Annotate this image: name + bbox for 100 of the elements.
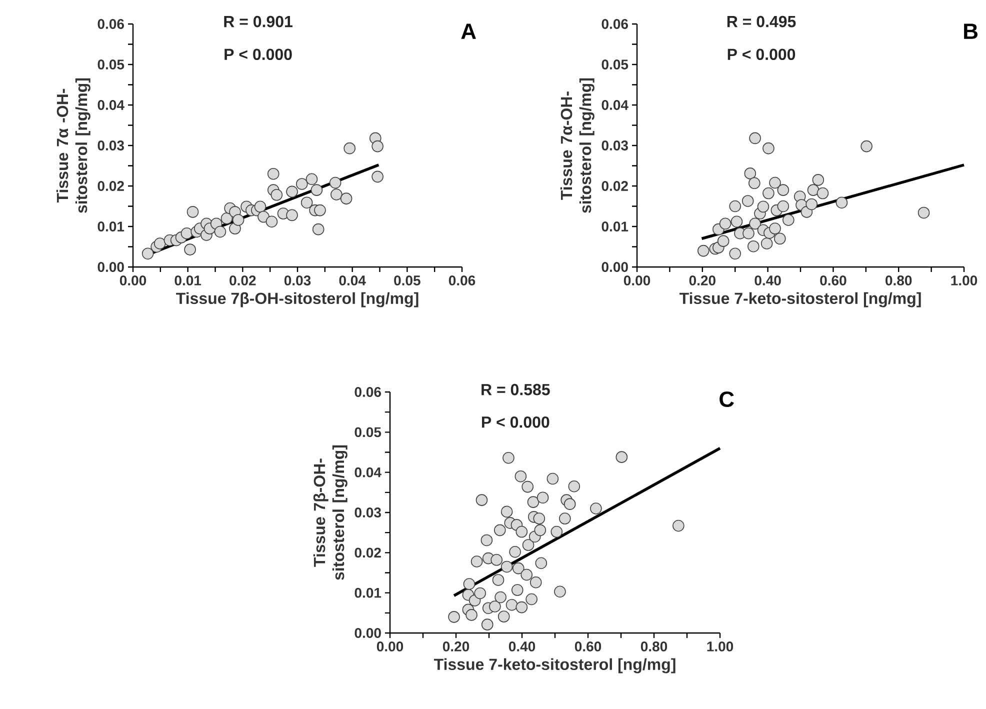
x-tick-label: 0.80 bbox=[640, 642, 668, 652]
y-tick-label: 0.04 bbox=[354, 467, 382, 478]
annotation: R = 0.585 bbox=[482, 384, 550, 396]
y-tick-label: 0.01 bbox=[354, 588, 382, 598]
y-tick-label: 0.00 bbox=[354, 628, 381, 638]
annotation: R = 0.495 bbox=[727, 16, 796, 28]
point bbox=[860, 140, 872, 152]
y-tick-label: 0.02 bbox=[98, 181, 124, 191]
point bbox=[762, 187, 774, 200]
point bbox=[749, 218, 761, 230]
x-tick-label: 0.01 bbox=[174, 276, 202, 286]
point bbox=[777, 184, 790, 196]
point bbox=[806, 198, 818, 210]
x-tick-label: 0.04 bbox=[339, 276, 366, 286]
x-axis-title: Tissue 7-keto-sitosterol [ng/mg] bbox=[679, 292, 921, 308]
point bbox=[748, 177, 760, 190]
point bbox=[729, 200, 742, 212]
x-tick-label: 1.00 bbox=[951, 276, 978, 286]
y-tick-label: 0.06 bbox=[98, 19, 124, 29]
point bbox=[719, 218, 732, 230]
point bbox=[697, 244, 710, 257]
point bbox=[717, 235, 730, 247]
chart-title: A bbox=[461, 24, 476, 39]
point bbox=[514, 470, 527, 482]
x-tick-label: 0.06 bbox=[448, 276, 476, 286]
annotation: P < 0.000 bbox=[482, 416, 550, 428]
point bbox=[448, 611, 460, 623]
point bbox=[492, 574, 504, 586]
y-axis-title: Tissue 7α -OH-sitosterol [ng/mg] bbox=[56, 78, 90, 213]
y-tick-label: 0.03 bbox=[98, 140, 124, 150]
y-tick-label: 0.05 bbox=[354, 427, 382, 438]
point bbox=[330, 188, 342, 200]
point bbox=[344, 142, 356, 154]
point bbox=[512, 562, 524, 574]
x-axis-title: Tissue 7β-OH-sitosterol [ng/mg] bbox=[176, 292, 418, 308]
point bbox=[476, 494, 488, 506]
point bbox=[757, 200, 770, 213]
y-tick-label: 0.01 bbox=[98, 222, 124, 232]
x-tick-label: 1.00 bbox=[707, 642, 734, 652]
point bbox=[232, 214, 244, 226]
y-tick-label: 0.03 bbox=[602, 140, 628, 150]
point bbox=[516, 526, 528, 538]
point bbox=[267, 168, 280, 180]
point bbox=[559, 512, 571, 524]
point bbox=[340, 192, 352, 204]
point bbox=[312, 223, 324, 236]
point bbox=[782, 214, 794, 226]
point bbox=[590, 502, 602, 514]
point bbox=[550, 526, 563, 538]
point bbox=[530, 576, 542, 588]
point bbox=[372, 170, 384, 183]
point bbox=[372, 140, 384, 152]
point bbox=[807, 184, 820, 196]
y-tick-label: 0.04 bbox=[602, 100, 628, 110]
point bbox=[474, 587, 486, 600]
y-tick-label: 0.04 bbox=[98, 100, 124, 110]
point bbox=[310, 184, 323, 196]
y-tick-label: 0.03 bbox=[354, 508, 381, 518]
y-tick-label: 0.00 bbox=[602, 262, 628, 272]
point bbox=[296, 178, 308, 190]
x-tick-label: 0.00 bbox=[120, 276, 146, 286]
point bbox=[774, 232, 786, 245]
y-tick-label: 0.05 bbox=[98, 60, 124, 70]
point bbox=[516, 601, 528, 614]
point bbox=[154, 238, 166, 250]
point bbox=[270, 189, 283, 201]
point bbox=[522, 480, 534, 493]
point bbox=[526, 593, 538, 606]
point bbox=[527, 496, 540, 508]
point bbox=[306, 173, 318, 186]
chart-title: B bbox=[964, 24, 978, 39]
y-tick-label: 0.05 bbox=[602, 60, 628, 70]
point bbox=[522, 539, 534, 551]
point bbox=[500, 560, 513, 573]
point bbox=[220, 212, 233, 224]
point bbox=[254, 200, 266, 213]
x-tick-label: 0.20 bbox=[442, 642, 470, 652]
x-tick-label: 0.60 bbox=[820, 276, 846, 286]
point bbox=[769, 222, 781, 234]
point bbox=[466, 609, 478, 621]
x-tick-label: 0.40 bbox=[508, 642, 536, 652]
point bbox=[506, 598, 518, 611]
point bbox=[494, 524, 506, 536]
annotation: P < 0.000 bbox=[728, 48, 796, 60]
point bbox=[490, 554, 502, 566]
chart-title: C bbox=[720, 391, 734, 408]
point bbox=[480, 534, 493, 546]
point bbox=[812, 174, 824, 186]
point bbox=[769, 176, 781, 189]
y-tick-label: 0.06 bbox=[354, 387, 381, 397]
x-tick-label: 0.05 bbox=[394, 276, 420, 286]
point bbox=[760, 238, 773, 250]
point bbox=[186, 206, 199, 218]
annotation: R = 0.901 bbox=[224, 16, 292, 28]
x-tick-label: 0.40 bbox=[754, 276, 781, 286]
point bbox=[918, 206, 930, 219]
point bbox=[258, 210, 270, 223]
point bbox=[533, 512, 546, 524]
point bbox=[546, 472, 559, 485]
point bbox=[329, 176, 342, 189]
